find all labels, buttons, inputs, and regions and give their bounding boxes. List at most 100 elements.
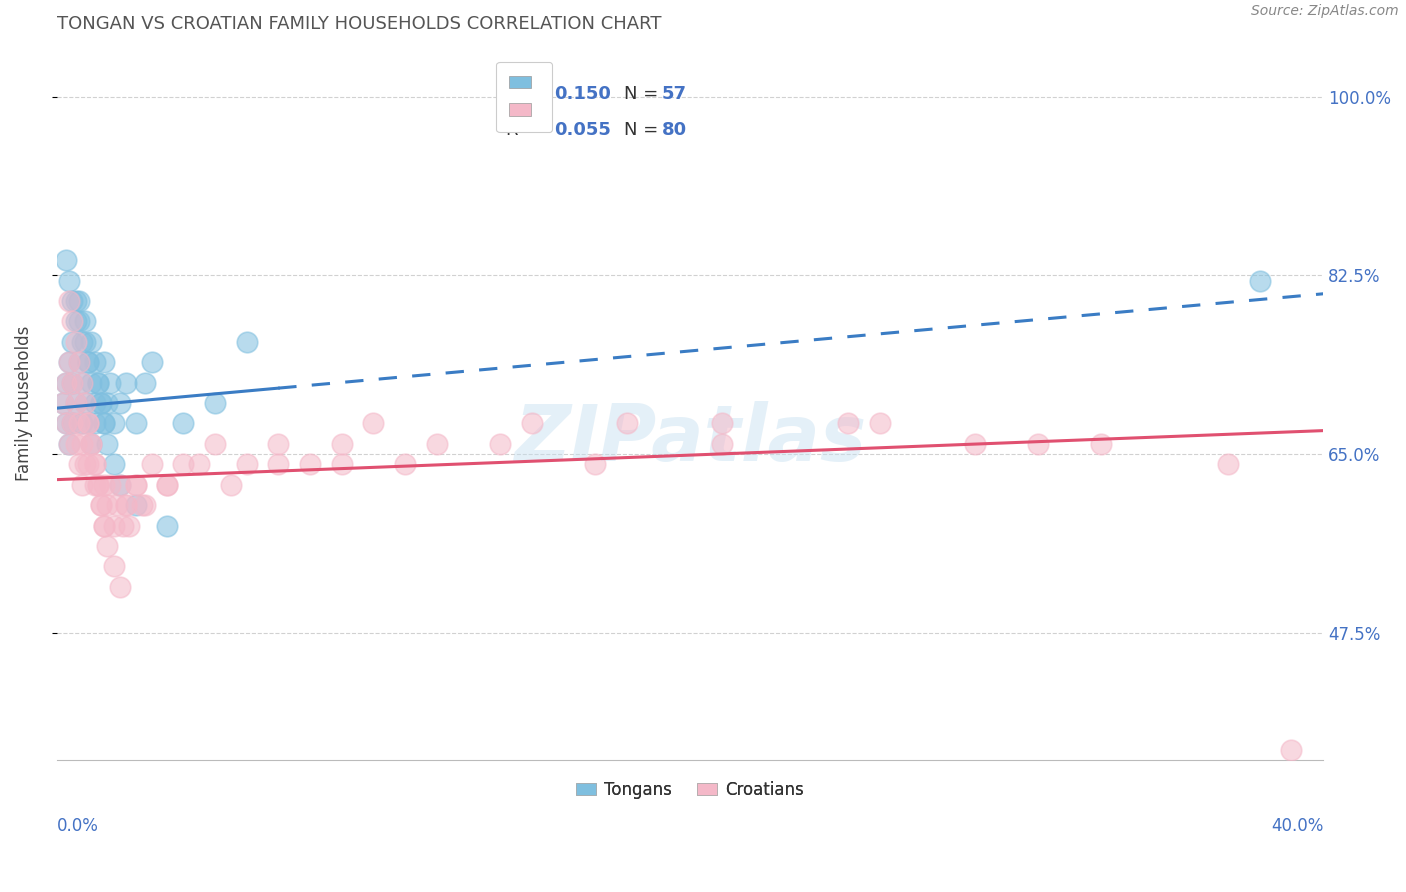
Point [267, 458, 290, 472]
Point [125, 477, 148, 491]
Point [52, 396, 75, 410]
Point [65, 437, 87, 451]
Point [75, 314, 97, 328]
Point [80, 334, 103, 349]
Point [103, 518, 125, 533]
Point [70, 334, 93, 349]
Point [330, 437, 353, 451]
Text: 40.0%: 40.0% [1271, 816, 1323, 835]
Point [96, 498, 118, 512]
Point [235, 458, 257, 472]
Point [131, 498, 153, 512]
Point [108, 580, 131, 594]
Point [583, 458, 606, 472]
Point [55, 376, 77, 390]
Point [55, 417, 77, 431]
Point [125, 477, 148, 491]
Point [172, 458, 194, 472]
Point [62, 334, 84, 349]
Point [963, 437, 986, 451]
Point [55, 376, 77, 390]
Point [77, 355, 100, 369]
Point [65, 314, 87, 328]
Point [52, 396, 75, 410]
Point [100, 376, 122, 390]
Point [134, 376, 156, 390]
Point [426, 437, 449, 451]
Point [58, 273, 80, 287]
Point [108, 477, 131, 491]
Point [204, 437, 226, 451]
Point [219, 477, 242, 491]
Point [489, 437, 512, 451]
Point [115, 498, 138, 512]
Point [83, 396, 105, 410]
Point [83, 417, 105, 431]
Point [103, 559, 125, 574]
Point [1281, 743, 1303, 757]
Point [62, 417, 84, 431]
Point [188, 458, 211, 472]
Point [62, 376, 84, 390]
Point [67, 355, 90, 369]
Text: R =: R = [506, 85, 546, 103]
Point [105, 498, 128, 512]
Point [67, 417, 90, 431]
Point [65, 334, 87, 349]
Point [62, 293, 84, 308]
Point [70, 376, 93, 390]
Point [125, 498, 148, 512]
Y-axis label: Family Households: Family Households [15, 326, 32, 481]
Point [869, 417, 891, 431]
Point [65, 293, 87, 308]
Point [75, 458, 97, 472]
Text: Source: ZipAtlas.com: Source: ZipAtlas.com [1251, 4, 1399, 19]
Point [141, 355, 163, 369]
Point [1026, 437, 1049, 451]
Point [103, 417, 125, 431]
Point [62, 417, 84, 431]
Point [1218, 458, 1240, 472]
Point [80, 437, 103, 451]
Point [65, 396, 87, 410]
Point [58, 355, 80, 369]
Point [90, 396, 112, 410]
Point [70, 376, 93, 390]
Text: 0.055: 0.055 [554, 120, 612, 139]
Point [75, 396, 97, 410]
Point [710, 417, 733, 431]
Point [156, 477, 179, 491]
Point [70, 417, 93, 431]
Point [55, 253, 77, 268]
Point [62, 314, 84, 328]
Point [90, 396, 112, 410]
Point [90, 498, 112, 512]
Point [108, 396, 131, 410]
Point [67, 355, 90, 369]
Point [93, 355, 115, 369]
Point [87, 477, 110, 491]
Point [75, 396, 97, 410]
Point [77, 355, 100, 369]
Point [75, 334, 97, 349]
Point [710, 437, 733, 451]
Point [55, 417, 77, 431]
Point [67, 314, 90, 328]
Point [616, 417, 638, 431]
Point [77, 417, 100, 431]
Point [235, 334, 257, 349]
Point [115, 498, 138, 512]
Point [96, 396, 118, 410]
Point [58, 437, 80, 451]
Point [93, 417, 115, 431]
Point [112, 518, 135, 533]
Text: ZIPatlas: ZIPatlas [513, 401, 866, 477]
Point [67, 458, 90, 472]
Text: N =: N = [624, 85, 664, 103]
Point [93, 477, 115, 491]
Point [298, 458, 321, 472]
Point [134, 498, 156, 512]
Text: TONGAN VS CROATIAN FAMILY HOUSEHOLDS CORRELATION CHART: TONGAN VS CROATIAN FAMILY HOUSEHOLDS COR… [56, 15, 661, 33]
Text: 57: 57 [662, 85, 688, 103]
Point [156, 518, 179, 533]
